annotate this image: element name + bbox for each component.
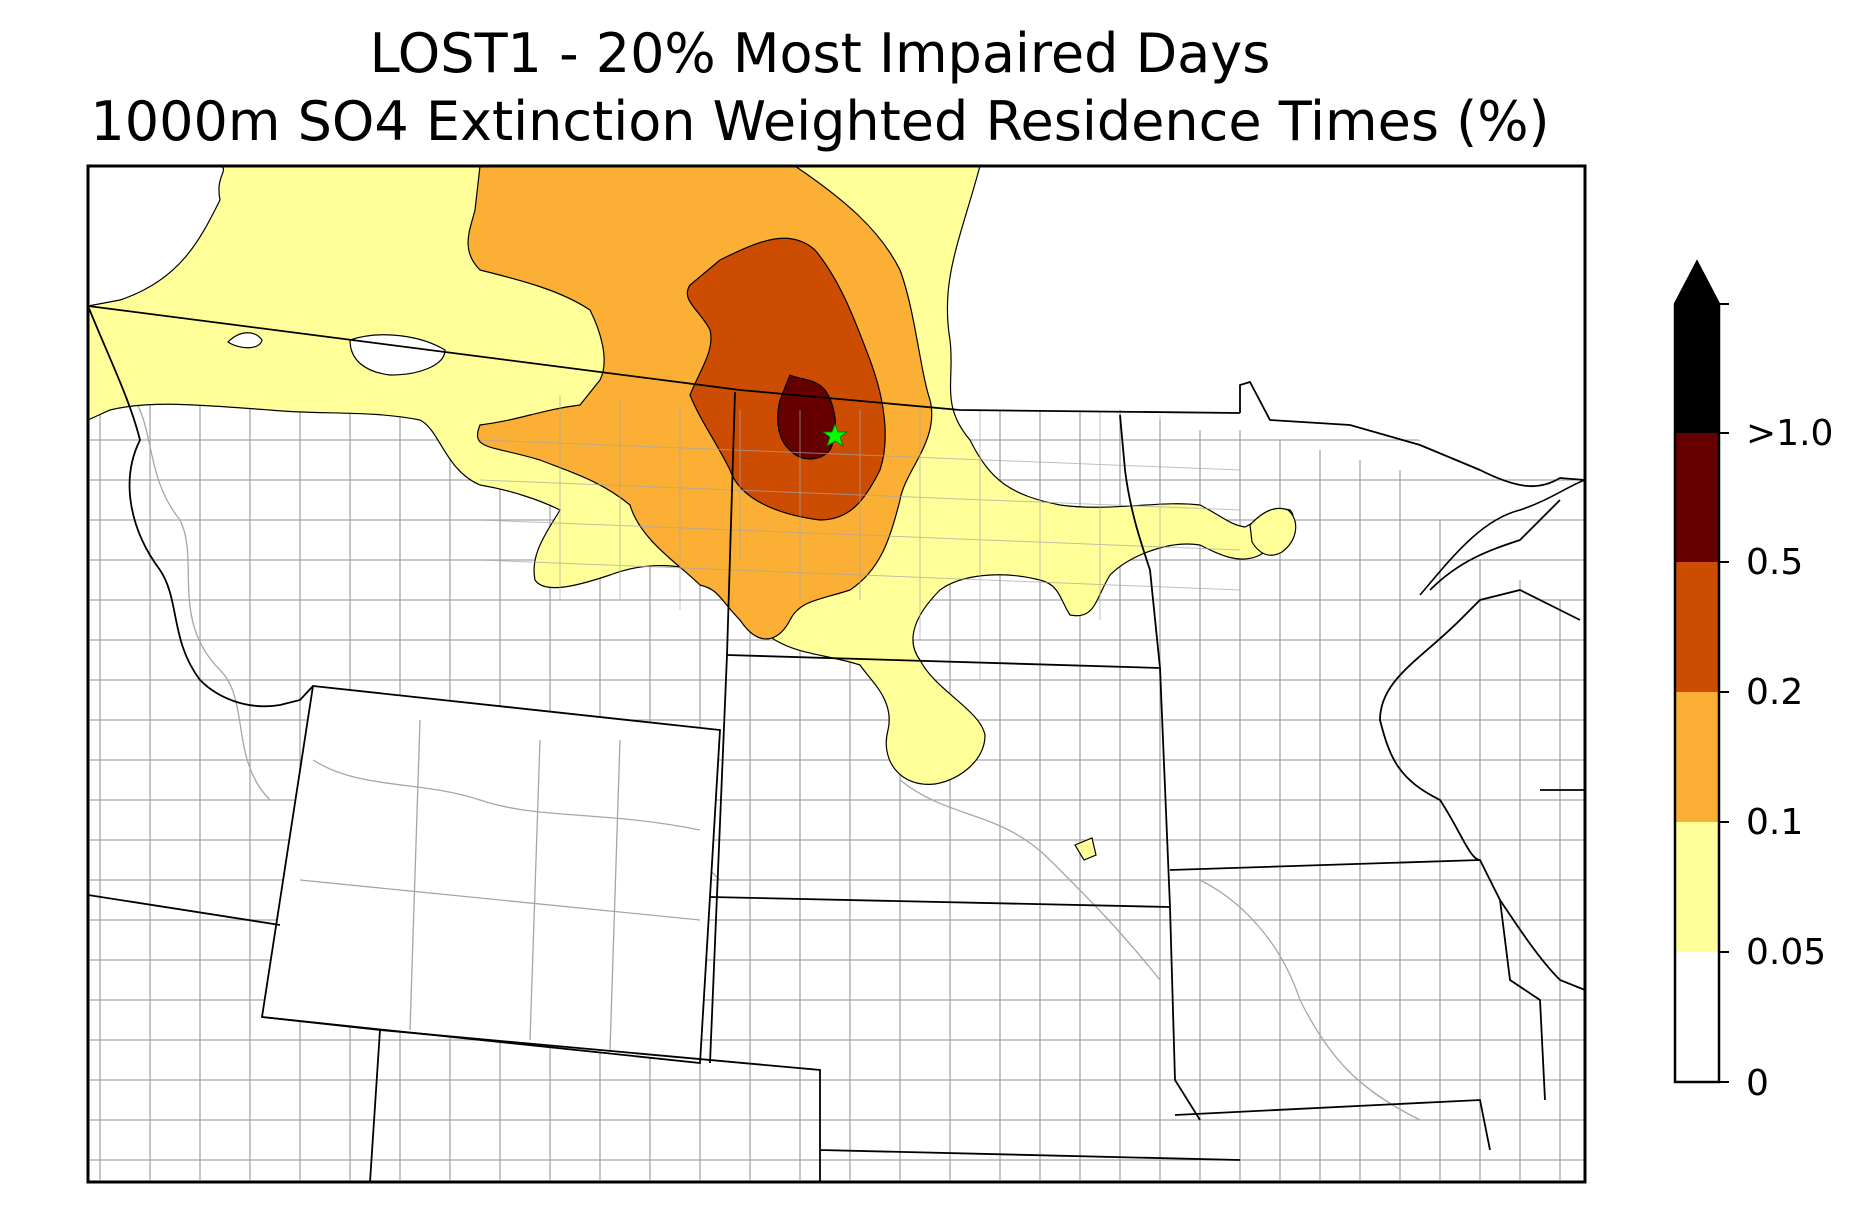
colorbar-label-0.1: 0.1 bbox=[1746, 802, 1804, 843]
colorbar-segment-0 bbox=[1675, 951, 1719, 1082]
colorbar-segment-2 bbox=[1675, 691, 1719, 822]
colorbar-label-0.2: 0.2 bbox=[1746, 672, 1804, 713]
wyoming-counties bbox=[299, 719, 701, 1051]
colorbar-segment-1 bbox=[1675, 821, 1719, 952]
county-overlay bbox=[479, 395, 1241, 680]
colorbar-segment-4 bbox=[1675, 432, 1719, 562]
colorbar-segment-5 bbox=[1675, 304, 1719, 433]
colorbar-segment-3 bbox=[1675, 561, 1719, 692]
contour-0.2 bbox=[686, 237, 886, 521]
star-icon bbox=[821, 422, 849, 447]
chart-title-line-2: 1000m SO4 Extinction Weighted Residence … bbox=[90, 90, 1550, 153]
state-boundaries bbox=[88, 305, 1585, 1182]
colorbar-label-0: 0 bbox=[1746, 1063, 1769, 1104]
lake-superior-shore bbox=[1419, 479, 1585, 596]
colorbar-ticks bbox=[1719, 303, 1729, 1083]
colorbar-label-0.5: 0.5 bbox=[1746, 542, 1804, 583]
colorbar-label-1.0: >1.0 bbox=[1746, 413, 1834, 454]
colorbar bbox=[1673, 259, 1729, 1084]
map-frame bbox=[86, 164, 1587, 1184]
chart-title-line-1: LOST1 - 20% Most Impaired Days bbox=[369, 22, 1271, 85]
colorbar-extend-arrow bbox=[1675, 262, 1719, 304]
colorbar-label-0.05: 0.05 bbox=[1746, 932, 1827, 973]
contour-0.5 bbox=[777, 374, 836, 460]
